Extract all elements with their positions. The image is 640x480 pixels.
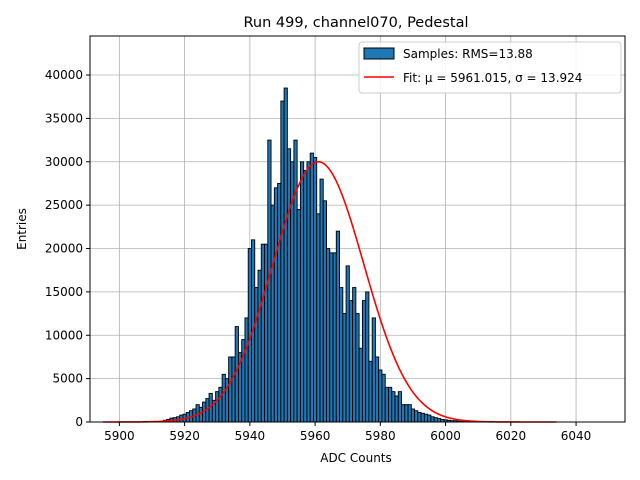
histogram-bar [306,161,311,423]
histogram-bar [296,209,301,423]
x-axis-label: ADC Counts [320,451,392,465]
histogram-bar [433,417,438,423]
histogram-bar [270,204,275,423]
x-tick-label: 5960 [300,429,331,443]
histogram-bar [430,416,435,423]
histogram-bar [401,404,406,423]
histogram-bar [420,412,425,423]
histogram-bar [264,243,269,423]
x-tick-label: 5900 [104,429,135,443]
legend-histogram-label: Samples: RMS=13.88 [403,47,533,61]
y-tick-label: 20000 [45,242,83,256]
histogram-bar [404,404,409,423]
histogram-bar [273,187,279,423]
y-tick-label: 30000 [45,155,83,169]
histogram-bar [414,410,419,423]
x-axis-ticks: 5900 5920 5940 5960 5980 6000 6020 6040 [104,422,591,443]
y-axis-label: Entries [15,208,29,250]
y-tick-label: 10000 [45,328,83,342]
histogram-bar [319,178,324,423]
histogram-bar [309,152,314,423]
y-tick-label: 15000 [45,285,83,299]
histogram-bar [198,406,203,423]
histogram-bar [394,395,399,423]
histogram-bar [361,300,367,423]
histogram-bar [427,414,432,423]
histogram-bar [234,326,239,423]
histogram-bar [277,183,282,423]
histogram-bar [388,386,393,423]
x-tick-label: 5940 [235,429,266,443]
legend: Samples: RMS=13.88 Fit: μ = 5961.015, σ … [358,41,622,94]
y-tick-label: 40000 [45,68,83,82]
legend-box [358,41,622,94]
y-tick-label: 5000 [52,372,83,386]
histogram-bar [283,87,288,423]
legend-bar-swatch [363,47,395,60]
histogram-bar [221,373,226,423]
histogram-bar [280,100,285,423]
y-tick-label: 0 [75,415,83,429]
histogram-bar [332,252,337,423]
plot-area [89,35,626,423]
histogram-bar [322,200,327,423]
histogram-bar [335,230,341,423]
x-tick-label: 5920 [169,429,200,443]
histogram-bar [374,356,380,423]
plot-frame [89,35,626,423]
histogram-bar [326,248,331,423]
y-axis-ticks: 0 5000 10000 15000 20000 25000 30000 35000 40000 [45,68,90,429]
histogram-bar [407,404,412,423]
histogram-bar [371,317,376,423]
y-tick-label: 35000 [45,111,83,125]
histogram-bar [231,356,236,423]
histogram-bar [358,347,363,423]
histogram-bar [345,265,350,423]
histogram-bar [352,287,357,423]
legend-fit-label: Fit: μ = 5961.015, σ = 13.924 [403,71,582,85]
histogram-bar [384,386,389,423]
x-tick-label: 6000 [430,429,461,443]
histogram-bar [365,291,370,423]
histogram-bar [244,317,249,423]
chart-title: Run 499, channel070, Pedestal [243,15,468,31]
x-tick-label: 6040 [561,429,592,443]
histogram-bar [381,373,386,423]
histogram-bar [423,413,429,423]
histogram-bar [391,391,396,423]
histogram-bar [215,391,220,423]
histogram-bar [313,156,318,423]
histogram-bar [257,269,262,423]
x-tick-label: 5980 [365,429,396,443]
histogram-bar [436,418,442,423]
histogram-bar [293,139,298,423]
histogram-bar [329,252,334,423]
histogram-bar [368,360,373,423]
y-tick-label: 25000 [45,198,83,212]
histogram-bar [316,213,321,423]
histogram-bar [218,386,223,423]
histogram-bar [397,391,402,423]
histogram-bar [228,356,233,423]
histogram-bar [260,243,265,423]
x-tick-label: 6020 [496,429,527,443]
histogram-bar [355,313,360,423]
histogram-bar [348,300,354,423]
histogram-bar [378,369,383,423]
histogram-bar [342,313,347,423]
histogram-bar [299,161,305,423]
histogram-bar [410,408,416,423]
histogram-bar [286,148,292,423]
histogram-bar [339,287,344,423]
histogram-bar [417,412,422,423]
histogram-bar [303,169,308,423]
histogram-bar [254,287,259,423]
